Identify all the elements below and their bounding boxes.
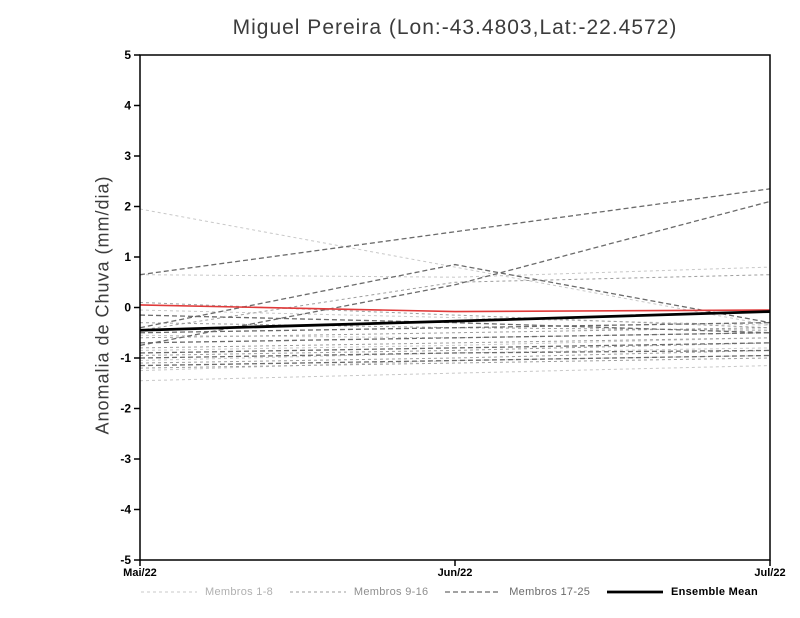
member-line-22 [139,342,771,354]
x-tick-label: Jun/22 [438,567,473,579]
member-line-16 [139,274,771,331]
x-tick-label: Mai/22 [123,567,157,579]
y-tick-label: -3 [120,452,131,466]
member-line-2 [139,266,771,278]
legend-item: Membros 9-16 [289,586,429,598]
member-line-7 [139,354,771,372]
member-line-25 [139,314,771,334]
chart-title: Miguel Pereira (Lon:-43.4803,Lat:-22.457… [232,16,678,39]
member-line-15 [139,357,771,369]
legend-line-sample [289,591,346,593]
legend-line-sample [445,591,502,593]
legend-label: Membros 9-16 [353,586,429,598]
member-line-12 [139,337,771,349]
member-line-17 [139,188,771,276]
legend-label: Membros 17-25 [509,586,591,598]
member-line-1 [139,208,771,326]
y-tick-label: 1 [124,250,131,264]
red-line [139,304,771,313]
x-tick-label: Jul/22 [754,567,785,579]
member-line-6 [139,347,771,362]
member-line-18 [139,200,771,347]
y-tick-label: 0 [124,301,131,315]
y-tick-label: 2 [124,200,131,214]
member-line-20 [139,322,771,334]
y-tick-label: 5 [124,48,131,62]
y-tick-label: 3 [124,149,131,163]
legend-item: Membros 17-25 [444,586,590,598]
legend-line-sample [606,590,663,594]
y-tick-label: -1 [120,351,131,365]
member-line-21 [139,332,771,344]
legend-line-sample [141,591,197,593]
y-tick-label: -4 [120,503,131,517]
ensemble-mean-line [139,310,771,332]
legend-item: Membros 1-8 [140,586,273,598]
legend-item: Ensemble Mean [606,586,758,598]
y-tick-label: 4 [124,99,131,113]
member-line-23 [139,349,771,359]
member-line-24 [139,354,771,367]
chart-legend: Membros 1-8 Membros 9-16 Membros 17-25 Ense… [140,586,758,598]
member-line-4 [139,332,771,339]
member-line-8 [139,365,771,382]
legend-label: Ensemble Mean [670,586,758,598]
legend-label: Membros 1-8 [205,586,274,598]
member-line-11 [139,327,771,339]
y-tick-label: -5 [120,553,131,567]
y-tick-label: -2 [120,402,131,416]
member-line-19 [139,263,771,329]
